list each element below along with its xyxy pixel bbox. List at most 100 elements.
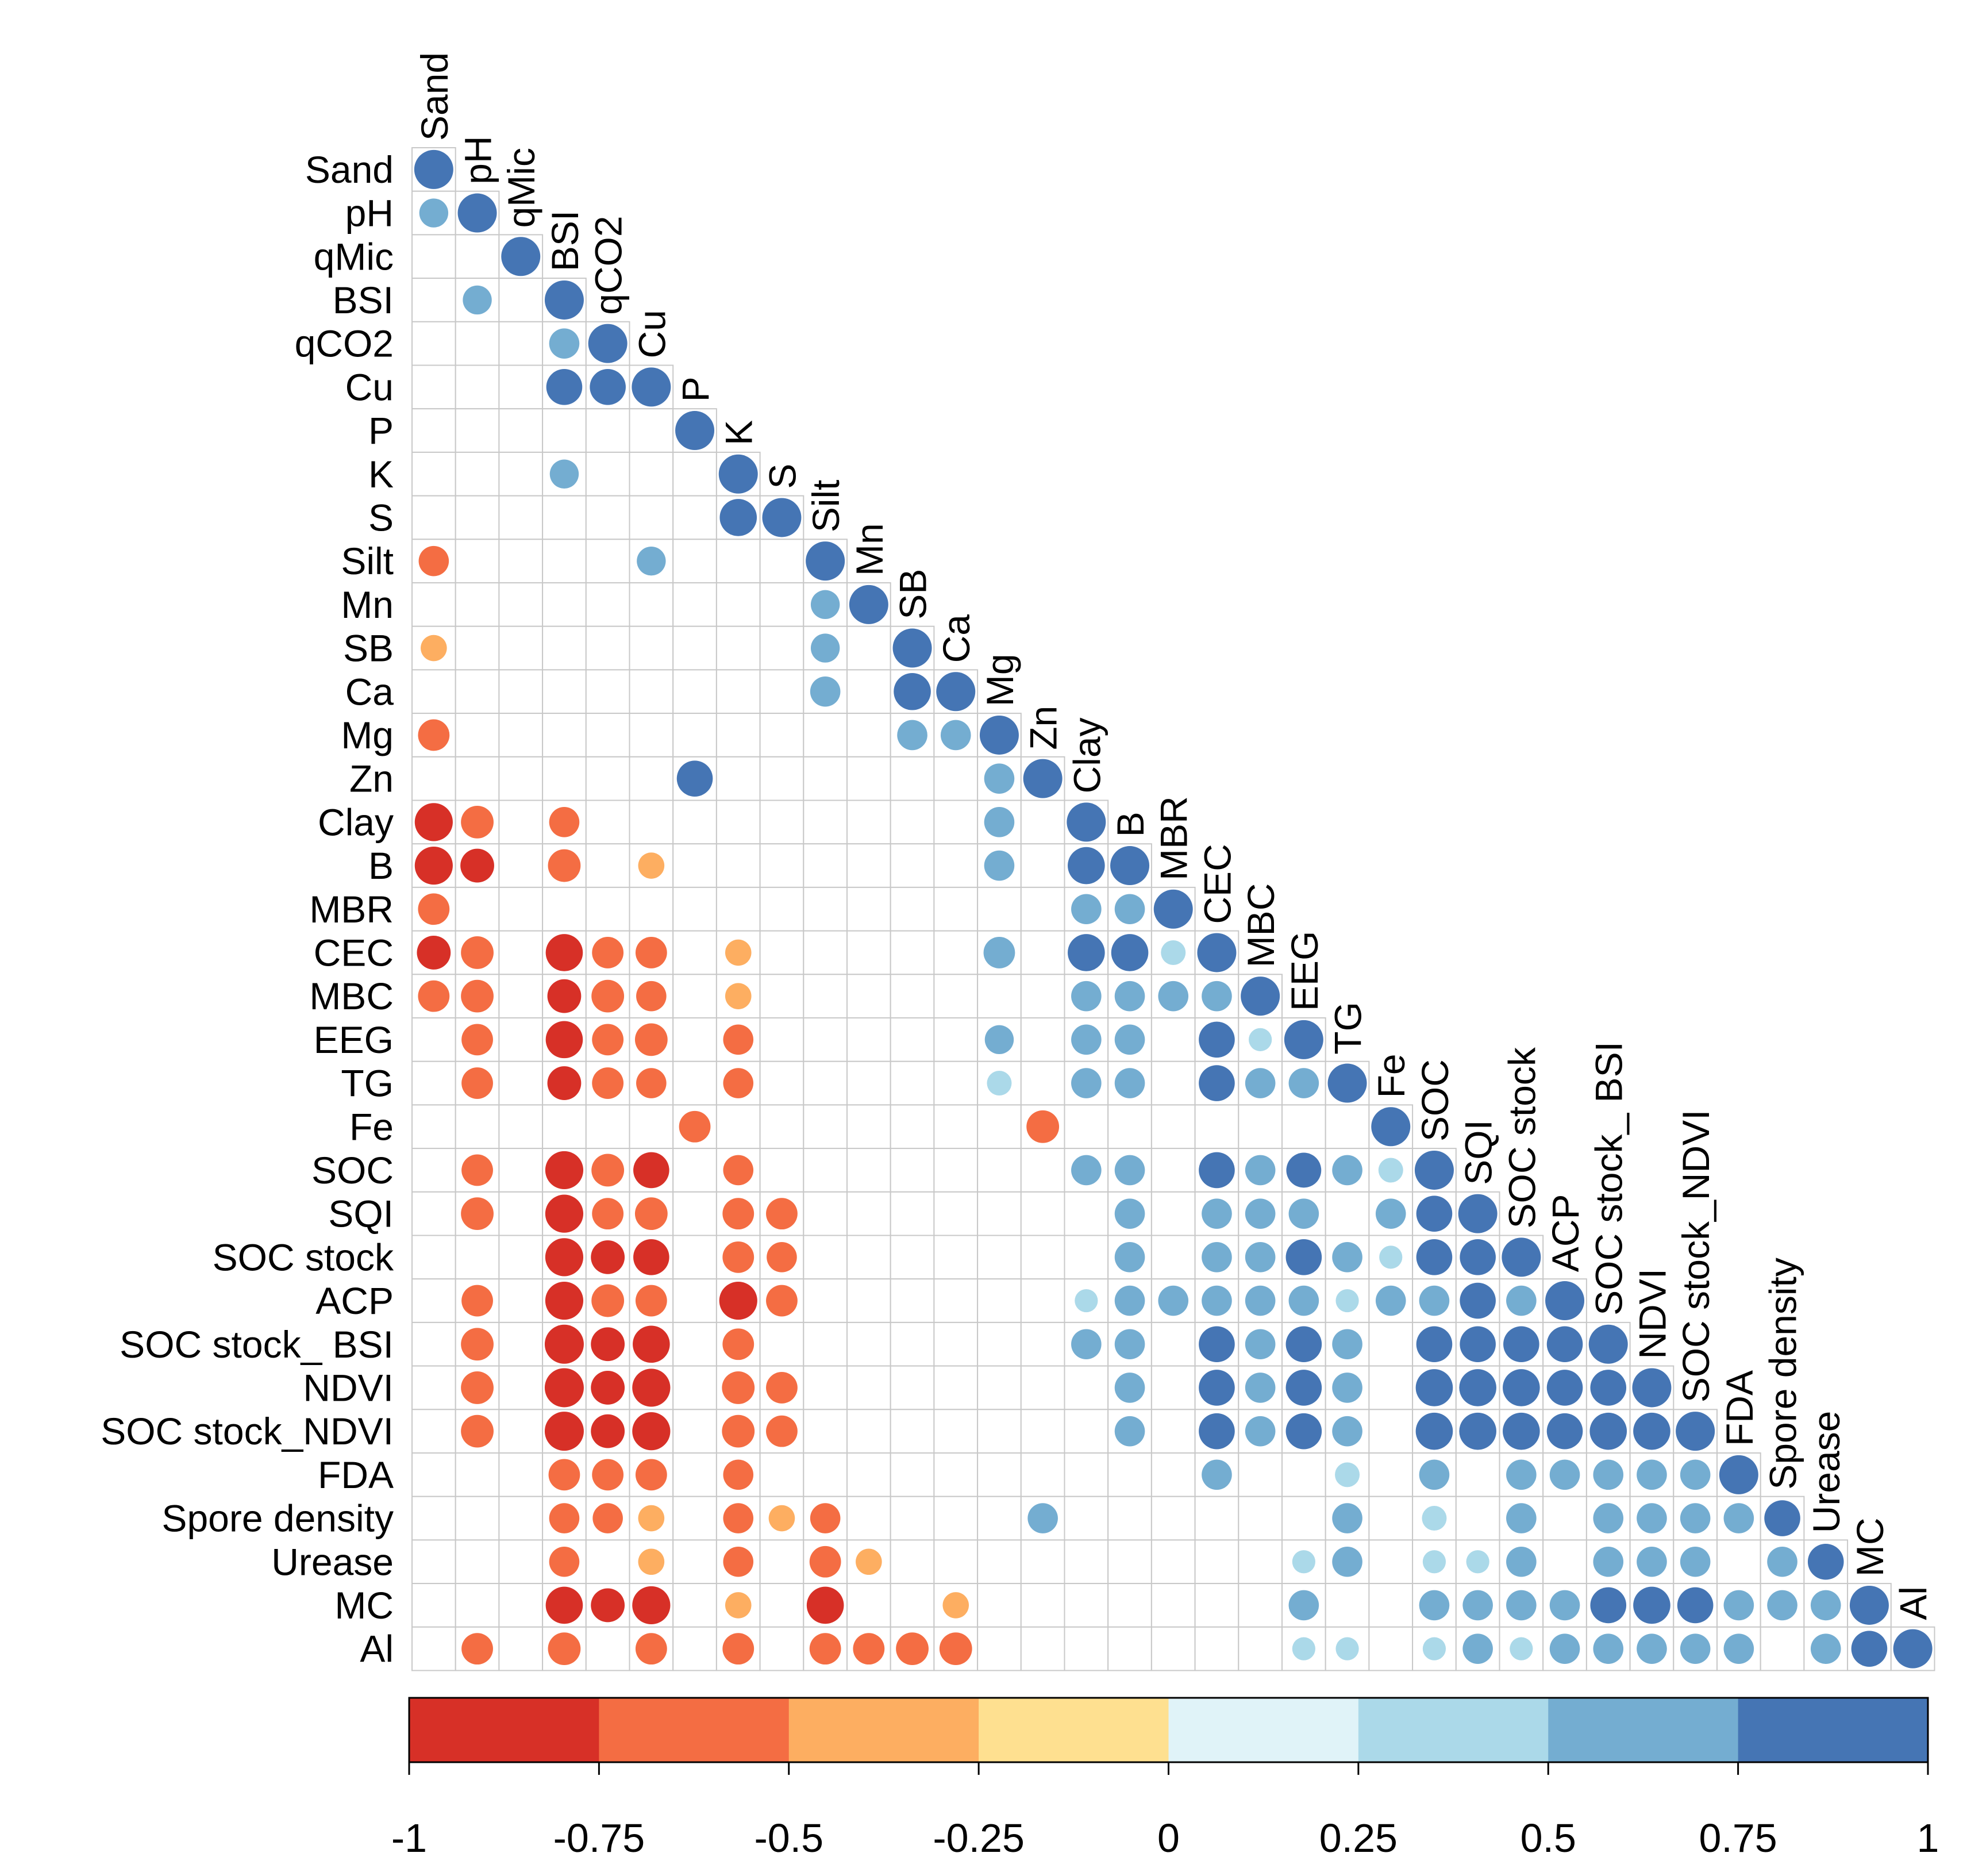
- corr-circle-spore-density-cu: [638, 1505, 665, 1532]
- grid-cell: [803, 930, 848, 975]
- grid-cell: [933, 974, 979, 1019]
- corr-circle-sqi-s: [766, 1198, 798, 1230]
- grid-cell: [1064, 1496, 1109, 1541]
- legend-tick-label: -0.5: [754, 1816, 823, 1860]
- corr-circle-ndvi-ph: [461, 1371, 494, 1404]
- corr-circle-eeg-b: [1114, 1024, 1145, 1055]
- corr-circle-mc-cu: [632, 1586, 671, 1625]
- grid-cell: [629, 495, 674, 540]
- corr-circle-acp-sqi: [1460, 1282, 1496, 1319]
- grid-cell: [498, 1452, 544, 1497]
- grid-cell: [890, 1452, 935, 1497]
- grid-cell: [1150, 1626, 1196, 1671]
- grid-cell: [455, 1452, 500, 1497]
- grid-cell: [933, 799, 979, 845]
- grid-cell: [977, 1321, 1022, 1367]
- corr-circle-soc-cec: [1199, 1152, 1235, 1189]
- row-label: Sand: [305, 148, 394, 191]
- corr-circle-soc-stock-ndvi-acp: [1546, 1413, 1583, 1450]
- col-label: FDA: [1718, 1370, 1761, 1446]
- corr-circle-qco2-qco2: [588, 324, 628, 363]
- grid-cell: [1368, 1321, 1414, 1367]
- grid-cell: [498, 1017, 544, 1062]
- grid-cell: [411, 1148, 456, 1193]
- grid-cell: [803, 1148, 848, 1193]
- grid-cell: [1020, 1017, 1065, 1062]
- corr-circle-soc-stock-ndvi-bsi: [544, 1412, 584, 1451]
- grid-cell: [585, 408, 630, 453]
- col-label: Silt: [804, 480, 847, 533]
- grid-cell: [1368, 1496, 1414, 1541]
- corr-circle-ndvi-ndvi: [1632, 1368, 1672, 1408]
- corr-circle-clay-sand: [414, 803, 453, 841]
- corr-circle-b-ph: [460, 848, 494, 883]
- grid-cell: [411, 451, 456, 497]
- grid-cell: [498, 1365, 544, 1410]
- grid-cell: [890, 1539, 935, 1585]
- corr-circle-urease-k: [723, 1546, 754, 1577]
- corr-circle-eeg-mg: [984, 1025, 1014, 1055]
- grid-cell: [803, 1321, 848, 1367]
- grid-cell: [715, 582, 761, 627]
- corr-circle-soc-stock-bsi-soc: [1416, 1326, 1453, 1363]
- grid-cell: [933, 1191, 979, 1236]
- corr-circle-mc-urease: [1810, 1590, 1841, 1621]
- corr-circle-soc-stock-bsi: [545, 1238, 584, 1277]
- grid-cell: [411, 1539, 456, 1585]
- corr-circle-al-fda: [1723, 1633, 1754, 1664]
- corr-circle-soc-soc: [1414, 1150, 1454, 1190]
- grid-cell: [672, 1278, 717, 1323]
- grid-cell: [890, 930, 935, 975]
- corr-circle-ndvi-eeg: [1285, 1370, 1322, 1406]
- grid-cell: [759, 1148, 804, 1193]
- grid-cell: [1064, 1235, 1109, 1280]
- corr-circle-sb-sand: [421, 635, 447, 662]
- legend-tick-label: -0.25: [933, 1816, 1025, 1860]
- col-label: TG: [1327, 1002, 1369, 1055]
- corr-circle-ca-sb: [894, 672, 931, 710]
- corr-circle-cec-ph: [461, 936, 494, 969]
- grid-cell: [1107, 1452, 1152, 1497]
- grid-cell: [933, 930, 979, 975]
- corr-circle-p-p: [675, 411, 715, 451]
- corr-circle-sqi-bsi: [545, 1194, 584, 1233]
- grid-cell: [542, 582, 587, 627]
- grid-cell: [715, 713, 761, 758]
- corr-circle-qmic-qmic: [501, 237, 541, 276]
- corr-circle-acp-ph: [461, 1285, 493, 1317]
- corr-circle-k-bsi: [549, 459, 579, 489]
- corr-circle-fda-bsi: [548, 1459, 580, 1491]
- corr-circle-soc-stock-b: [1114, 1242, 1145, 1273]
- grid-cell: [542, 495, 587, 540]
- corr-circle-mbc-qco2: [591, 979, 625, 1013]
- grid-cell: [846, 1148, 891, 1193]
- corr-circle-cec-sand: [417, 936, 451, 970]
- corr-circle-urease-soc-stock-ndvi: [1680, 1546, 1711, 1577]
- corr-circle-mbc-cec: [1202, 981, 1232, 1012]
- grid-cell: [1107, 1496, 1152, 1541]
- corr-circle-urease-eeg: [1292, 1550, 1315, 1574]
- grid-cell: [803, 1191, 848, 1236]
- row-label: SOC stock_NDVI: [101, 1410, 394, 1452]
- col-label: Zn: [1022, 706, 1065, 750]
- grid-cell: [1150, 1583, 1196, 1628]
- grid-cell: [1150, 1452, 1196, 1497]
- grid-cell: [759, 625, 804, 671]
- grid-cell: [455, 1104, 500, 1150]
- corr-circle-ndvi-soc: [1415, 1369, 1453, 1406]
- grid-cell: [1368, 1409, 1414, 1454]
- corr-circle-soc-bsi: [545, 1151, 584, 1190]
- grid-cell: [455, 539, 500, 583]
- grid-cell: [803, 756, 848, 801]
- grid-cell: [890, 1191, 935, 1236]
- corr-circle-soc-stock-bsi-ph: [461, 1328, 494, 1361]
- corr-circle-soc-stock-bsi-cec: [1199, 1326, 1235, 1363]
- legend-tick-label: -0.75: [553, 1816, 645, 1860]
- grid-cell: [1020, 1452, 1065, 1497]
- corr-circle-soc-stock-ndvi-ndvi: [1633, 1412, 1670, 1450]
- grid-cell: [846, 843, 891, 888]
- grid-cell: [933, 843, 979, 888]
- grid-cell: [1238, 1104, 1283, 1150]
- grid-cell: [803, 1409, 848, 1454]
- grid-cell: [977, 1539, 1022, 1585]
